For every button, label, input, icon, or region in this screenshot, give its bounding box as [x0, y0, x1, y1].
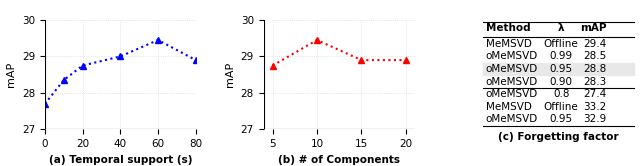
Text: Method: Method [486, 23, 531, 33]
Text: (c) Forgetting factor: (c) Forgetting factor [498, 132, 618, 142]
Text: 28.8: 28.8 [583, 64, 607, 74]
Text: MeMSVD: MeMSVD [486, 39, 532, 49]
Text: oMeMSVD: oMeMSVD [486, 114, 538, 124]
Text: 32.9: 32.9 [583, 114, 607, 124]
Text: 27.4: 27.4 [583, 89, 607, 99]
Text: oMeMSVD: oMeMSVD [486, 89, 538, 99]
Text: mAP: mAP [580, 23, 607, 33]
Text: λ: λ [558, 23, 564, 33]
Text: Offline: Offline [544, 39, 579, 49]
Text: MeMSVD: MeMSVD [486, 102, 532, 112]
Text: oMeMSVD: oMeMSVD [486, 77, 538, 86]
Text: oMeMSVD: oMeMSVD [486, 64, 538, 74]
Y-axis label: mAP: mAP [225, 62, 235, 87]
Text: 28.5: 28.5 [583, 51, 607, 61]
Text: 0.8: 0.8 [553, 89, 570, 99]
Text: oMeMSVD: oMeMSVD [486, 51, 538, 61]
Text: 33.2: 33.2 [583, 102, 607, 112]
Text: 0.95: 0.95 [550, 114, 573, 124]
Text: Offline: Offline [544, 102, 579, 112]
Text: 29.4: 29.4 [583, 39, 607, 49]
Text: 0.90: 0.90 [550, 77, 573, 86]
FancyBboxPatch shape [483, 63, 634, 75]
Text: 28.3: 28.3 [583, 77, 607, 86]
Y-axis label: mAP: mAP [6, 62, 16, 87]
X-axis label: (b) # of Components: (b) # of Components [278, 155, 400, 165]
X-axis label: (a) Temporal support (s): (a) Temporal support (s) [49, 155, 192, 165]
Text: 0.99: 0.99 [550, 51, 573, 61]
Text: 0.95: 0.95 [550, 64, 573, 74]
